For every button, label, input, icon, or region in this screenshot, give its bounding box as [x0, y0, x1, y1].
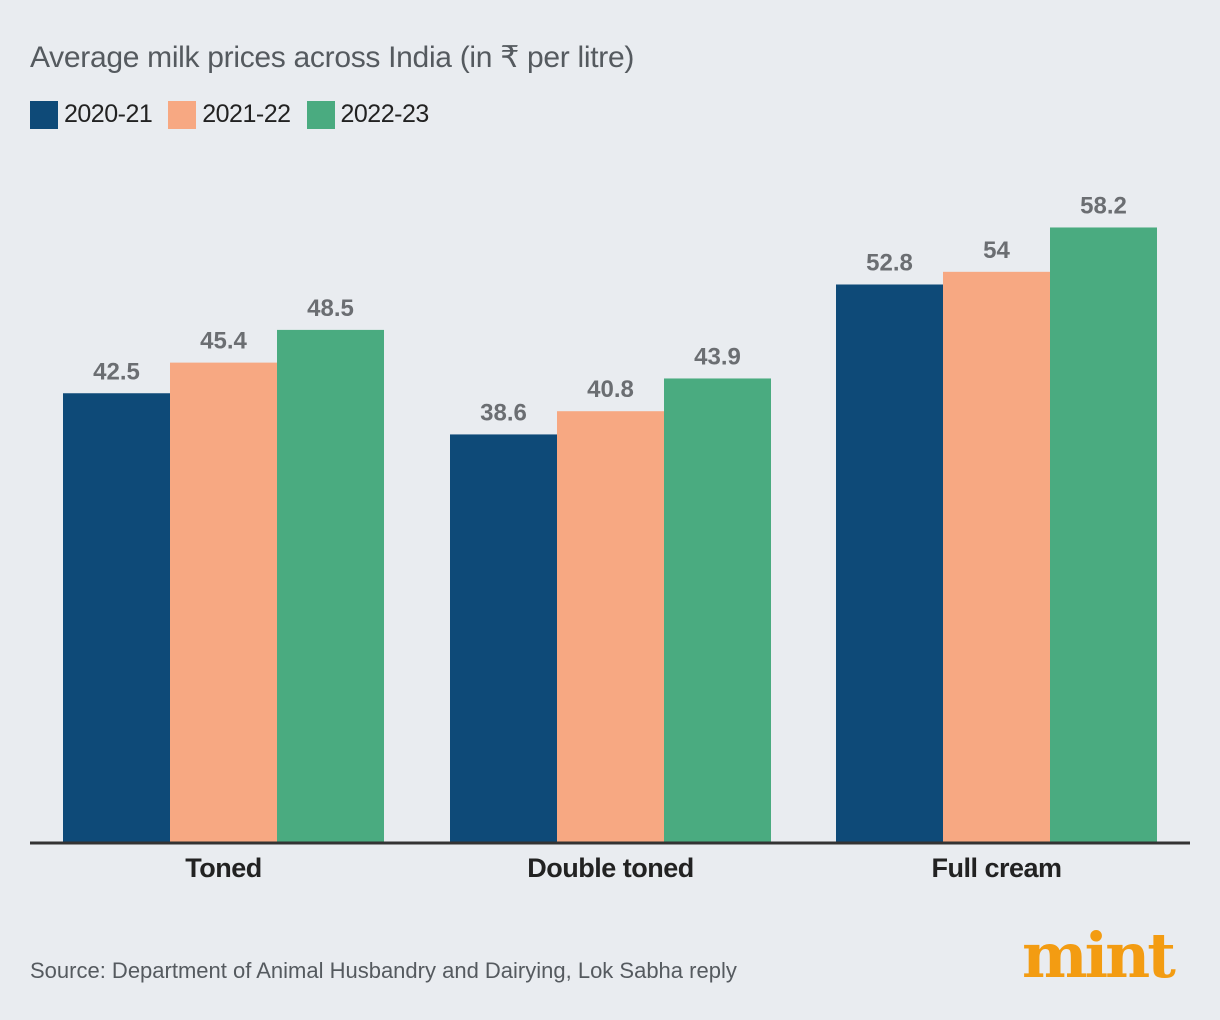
legend-swatch-2021-22 [168, 100, 197, 129]
value-label-double-toned-2020-21: 38.6 [480, 399, 527, 426]
bar-toned-2020-21 [63, 393, 170, 842]
category-label-full-cream: Full cream [931, 853, 1061, 883]
bar-toned-2021-22 [170, 362, 277, 842]
legend-label-2020-21: 2020-21 [64, 100, 153, 128]
value-label-toned-2022-23: 48.5 [307, 295, 354, 322]
legend-item-2022-23: 2022-23 [306, 100, 430, 129]
bar-full-cream-2020-21 [836, 284, 943, 842]
source-note: Source: Department of Animal Husbandry a… [30, 958, 737, 983]
value-label-double-toned-2022-23: 43.9 [694, 343, 741, 370]
bar-full-cream-2021-22 [943, 271, 1050, 843]
category-label-double-toned: Double toned [527, 853, 693, 883]
mint-logo: mint [1022, 919, 1176, 992]
legend-item-2020-21: 2020-21 [30, 100, 153, 129]
value-label-full-cream-2022-23: 58.2 [1080, 192, 1127, 219]
legend: 2020-21 2021-22 2022-23 [30, 100, 445, 129]
legend-label-2022-23: 2022-23 [340, 100, 430, 128]
legend-label-2021-22: 2021-22 [202, 100, 291, 128]
bar-double-toned-2022-23 [664, 378, 771, 842]
bar-double-toned-2021-22 [557, 411, 664, 842]
legend-item-2021-22: 2021-22 [168, 100, 291, 129]
value-label-full-cream-2020-21: 52.8 [866, 249, 913, 276]
value-label-double-toned-2021-22: 40.8 [587, 376, 634, 403]
legend-swatch-2022-23 [306, 100, 335, 129]
legend-swatch-2020-21 [30, 100, 58, 129]
category-label-toned: Toned [185, 853, 261, 883]
bar-double-toned-2020-21 [450, 434, 557, 842]
value-label-toned-2021-22: 45.4 [200, 328, 247, 355]
value-label-toned-2020-21: 42.5 [93, 358, 140, 385]
bar-full-cream-2022-23 [1050, 227, 1157, 843]
chart-title: Average milk prices across India (in ₹ p… [30, 41, 635, 74]
value-label-full-cream-2021-22: 54 [983, 237, 1010, 264]
bar-toned-2022-23 [277, 329, 384, 842]
